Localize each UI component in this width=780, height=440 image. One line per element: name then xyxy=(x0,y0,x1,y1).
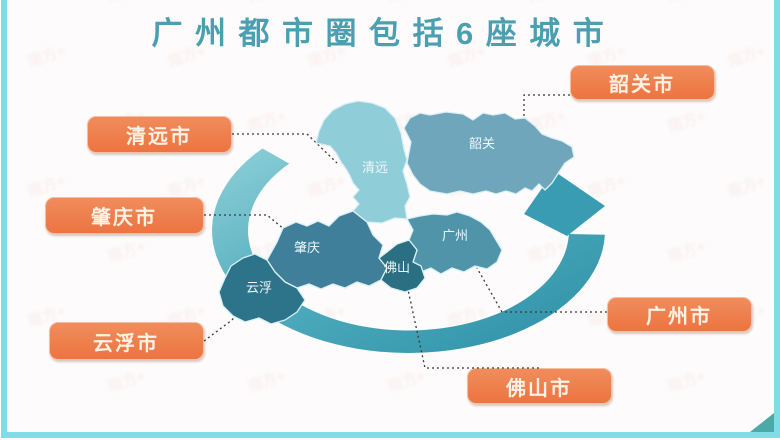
svg-text:广州: 广州 xyxy=(441,228,467,243)
svg-text:云浮: 云浮 xyxy=(245,280,271,295)
svg-text:清远: 清远 xyxy=(361,160,387,175)
svg-text:肇庆: 肇庆 xyxy=(293,240,319,255)
svg-text:韶关: 韶关 xyxy=(468,136,494,151)
svg-text:佛山: 佛山 xyxy=(383,260,409,275)
